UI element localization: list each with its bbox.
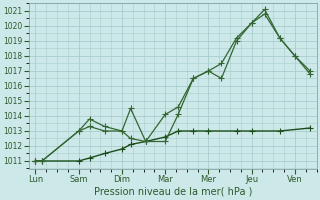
X-axis label: Pression niveau de la mer( hPa ): Pression niveau de la mer( hPa ) bbox=[93, 187, 252, 197]
